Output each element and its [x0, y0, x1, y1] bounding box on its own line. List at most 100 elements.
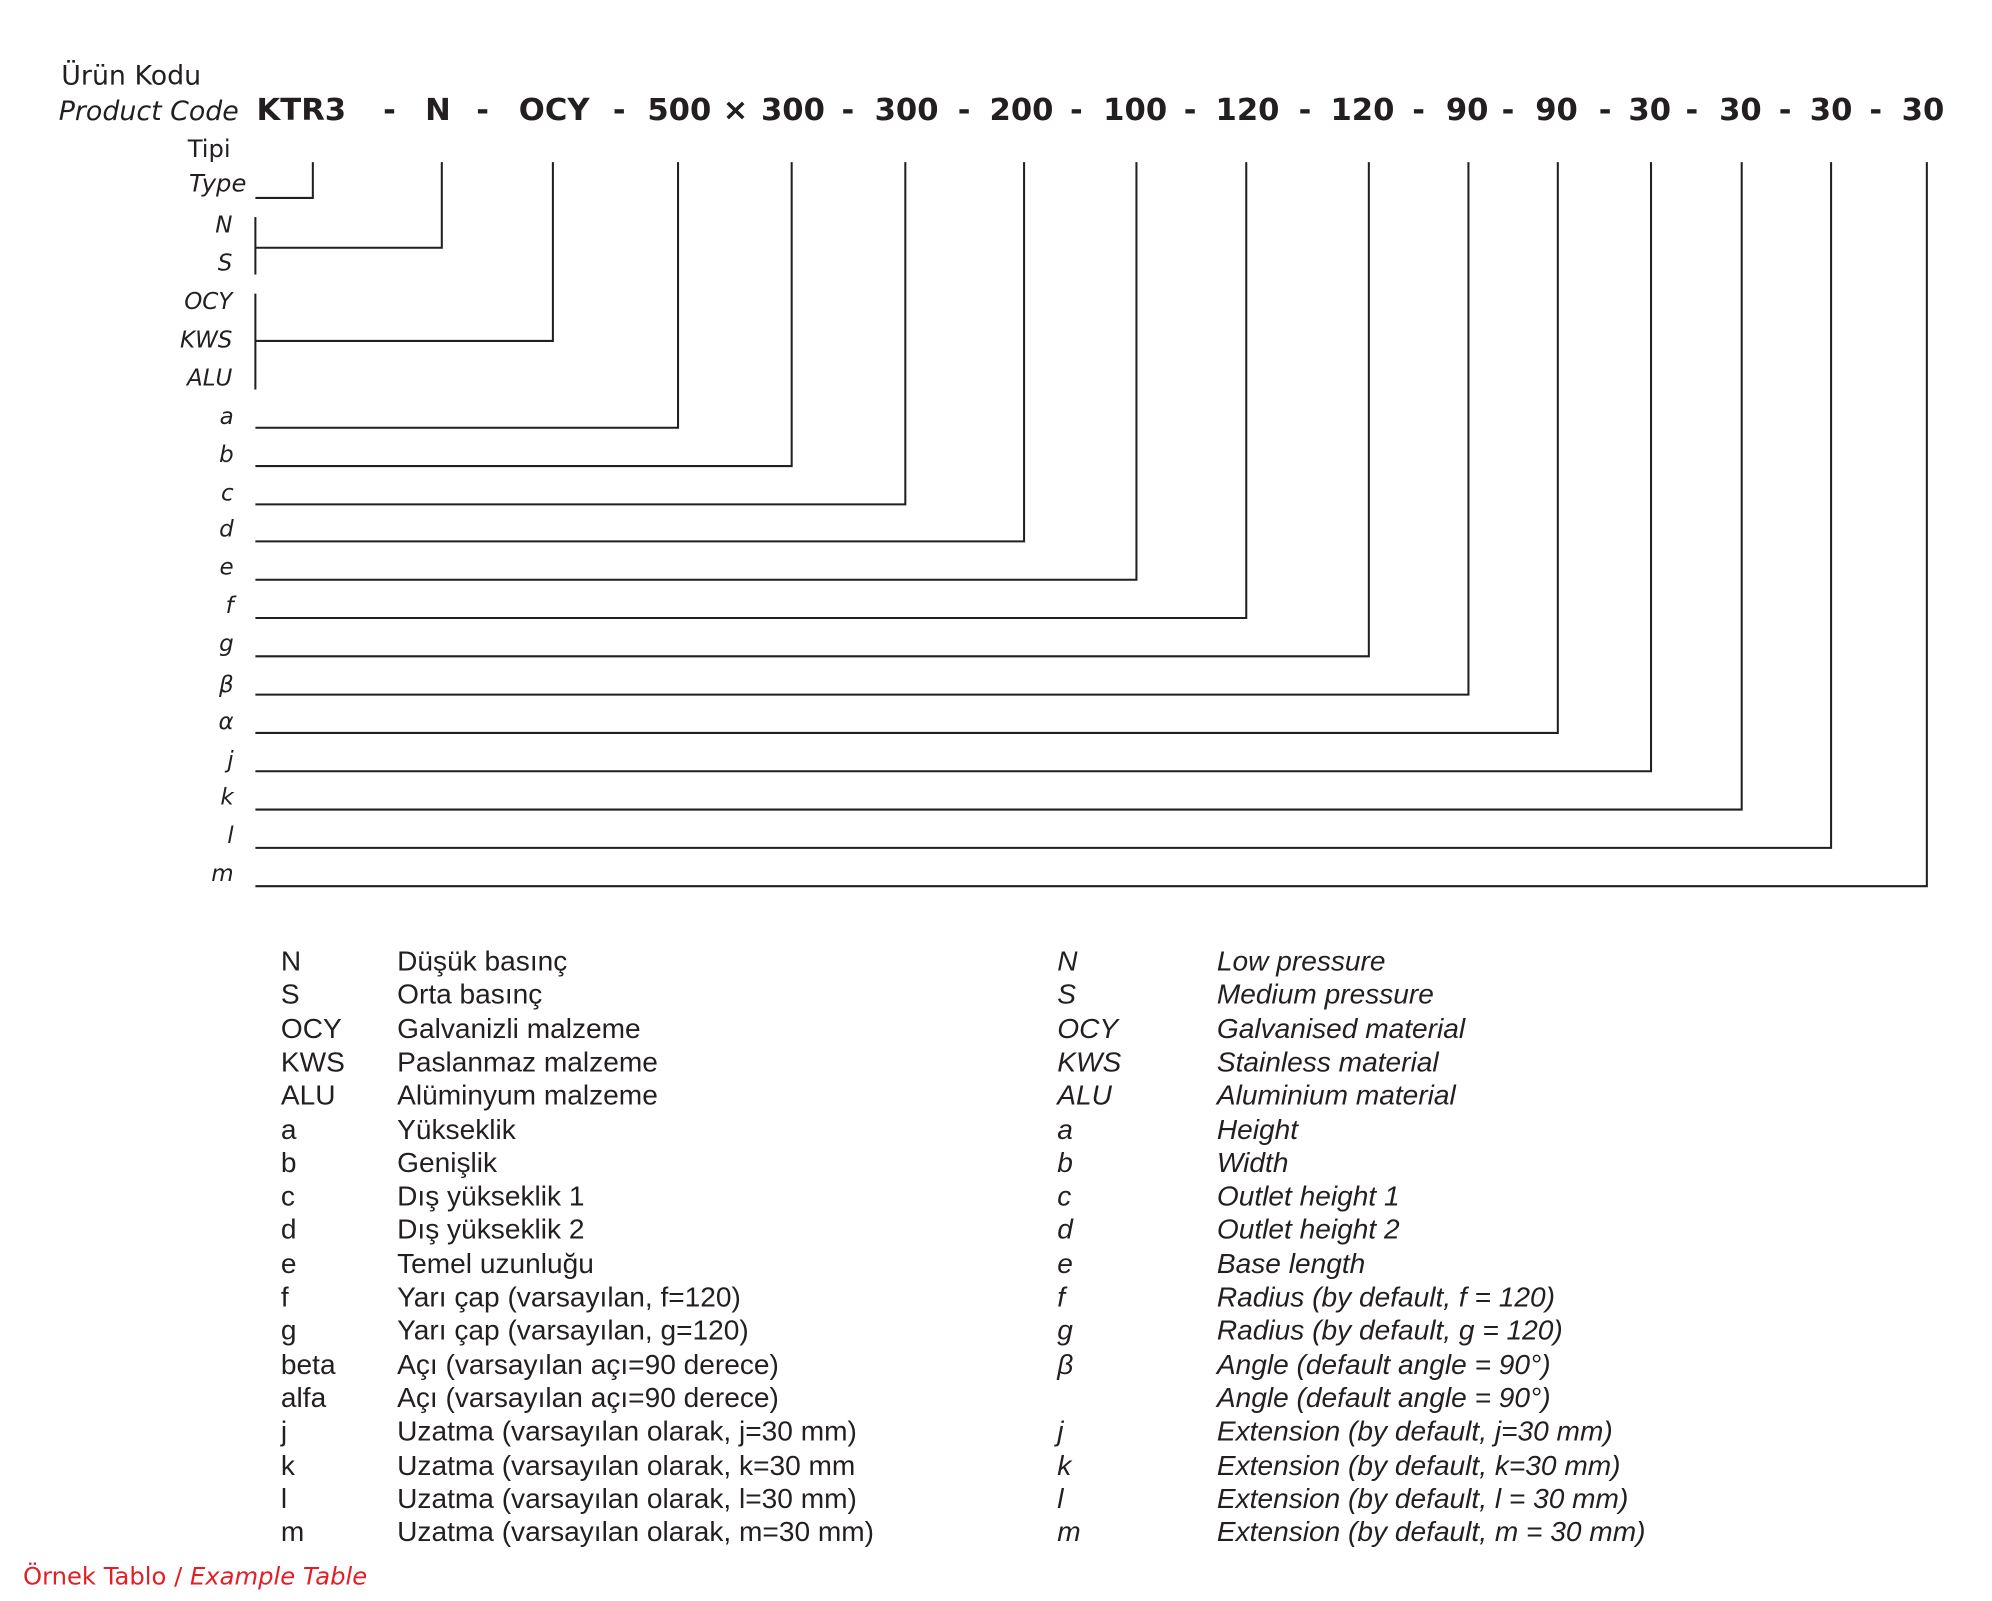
code-separator: - — [612, 91, 626, 128]
legend-code-en: l — [1057, 1482, 1064, 1515]
code-separator: - — [1298, 91, 1312, 128]
connector-dimension — [255, 162, 1248, 620]
diagram-label: d — [219, 515, 234, 543]
legend-en: Low pressure — [1216, 944, 1386, 977]
legend-tr: Açı (varsayılan açı=90 derece) — [397, 1347, 779, 1380]
legend-en: Aluminium material — [1216, 1079, 1456, 1112]
connector-dimension — [255, 162, 1370, 658]
code-separator: - — [1869, 91, 1883, 128]
code-token: 30 — [1719, 91, 1762, 128]
footer-tr: Örnek Tablo — [22, 1562, 167, 1592]
legend-tr: Uzatma (varsayılan olarak, j=30 mm) — [397, 1415, 857, 1447]
legend-tr: Paslanmaz malzeme — [397, 1045, 658, 1078]
legend-code: beta — [280, 1347, 336, 1380]
legend-en: Stainless material — [1216, 1045, 1439, 1078]
legend-tr: Uzatma (varsayılan olarak, l=30 mm) — [397, 1482, 857, 1515]
legend-tr: Yarı çap (varsayılan, g=120) — [397, 1314, 749, 1347]
legend-code: d — [280, 1213, 297, 1246]
diagram-label: f — [225, 592, 234, 620]
legend-code: c — [280, 1179, 295, 1212]
legend-code-en: j — [1057, 1415, 1064, 1447]
legend-code: k — [280, 1448, 295, 1481]
legend-tr: Uzatma (varsayılan olarak, k=30 mm — [397, 1448, 856, 1481]
type-connector — [255, 162, 314, 199]
code-token: KTR3 — [256, 91, 347, 128]
legend-code: a — [280, 1112, 297, 1145]
code-separator: - — [1070, 91, 1083, 128]
legend-tr: Düşük basınç — [397, 944, 568, 977]
legend-en: Extension (by default, k=30 mm) — [1216, 1448, 1621, 1481]
connector-dimension — [255, 162, 793, 468]
legend-tr: Dış yükseklik 1 — [397, 1179, 585, 1212]
legend-en: Height — [1216, 1112, 1299, 1145]
legend-en: Extension (by default, j=30 mm) — [1216, 1415, 1613, 1447]
legend-en: Angle (default angle = 90°) — [1216, 1381, 1551, 1414]
code-separator: - — [1778, 91, 1792, 128]
legend-en: Radius (by default, g = 120) — [1216, 1314, 1563, 1347]
legend-tr: Temel uzunluğu — [397, 1247, 594, 1280]
code-separator: - — [1685, 91, 1699, 128]
legend-code: f — [280, 1280, 289, 1313]
type-label-en: Type — [188, 169, 247, 198]
legend-code: l — [280, 1482, 288, 1515]
legend-tr: Galvanizli malzeme — [397, 1012, 641, 1044]
code-token: 30 — [1628, 91, 1672, 128]
legend-code: j — [280, 1415, 288, 1447]
legend-code-en: e — [1057, 1247, 1073, 1280]
diagram-label: α — [218, 708, 234, 736]
connector-material — [255, 162, 554, 342]
legend-code-en: β — [1057, 1347, 1074, 1380]
legend-en: Outlet height 2 — [1216, 1213, 1400, 1246]
diagram-label: b — [219, 441, 234, 469]
diagram-label: e — [219, 554, 234, 581]
code-token: 90 — [1445, 91, 1489, 128]
legend-code-en: KWS — [1057, 1045, 1122, 1078]
code-token: 30 — [1809, 91, 1853, 128]
type-label-tr: Tipi — [187, 135, 231, 164]
legend-tr: Orta basınç — [397, 978, 543, 1011]
connector-dimension — [255, 162, 1138, 581]
connector-dimension — [255, 162, 1559, 734]
legend-en: Extension (by default, m = 30 mm) — [1216, 1515, 1646, 1548]
code-separator: - — [841, 91, 855, 128]
legend-code: g — [280, 1314, 297, 1347]
legend-en: Medium pressure — [1216, 978, 1434, 1011]
legend-code: OCY — [280, 1012, 342, 1044]
footer-sep: / — [166, 1562, 190, 1592]
legend-en: Galvanised material — [1216, 1012, 1466, 1044]
code-token: 120 — [1330, 91, 1395, 128]
diagram-label: a — [219, 403, 234, 431]
footer-en: Example Table — [189, 1562, 368, 1592]
code-token: 90 — [1535, 91, 1578, 128]
footer-caption: Örnek Tablo / Example Table — [23, 1565, 367, 1589]
legend-code-en: m — [1057, 1515, 1081, 1548]
legend-code: S — [280, 978, 300, 1011]
legend-code-en: d — [1057, 1213, 1073, 1246]
connector-dimension — [255, 162, 680, 429]
code-token: 300 — [760, 91, 825, 128]
diagram-label: l — [227, 822, 234, 850]
diagram-label: β — [218, 671, 234, 699]
legend-tr: Yükseklik — [397, 1112, 516, 1145]
legend-en: Angle (default angle = 90°) — [1216, 1347, 1551, 1380]
legend-en: Radius (by default, f = 120) — [1216, 1280, 1555, 1313]
connector-dimension — [255, 162, 1026, 543]
legend-code-en: g — [1057, 1314, 1073, 1347]
legend-code-en: f — [1057, 1280, 1066, 1313]
legend-tr: Genişlik — [397, 1146, 498, 1179]
diagram-label: N — [215, 211, 233, 239]
code-token: 30 — [1901, 91, 1945, 128]
legend-code-en: k — [1057, 1448, 1072, 1481]
diagram-label: S — [217, 250, 233, 278]
code-token: N — [425, 91, 451, 128]
connector-dimension — [255, 162, 907, 506]
legend-tr: Açı (varsayılan açı=90 derece) — [397, 1381, 779, 1414]
legend-code-en: OCY — [1057, 1012, 1119, 1044]
diagram-label: KWS — [180, 326, 233, 354]
diagram-label: j — [227, 746, 234, 774]
code-separator: - — [1412, 91, 1426, 128]
header-label-en: Product Code — [58, 95, 239, 127]
code-separator: - — [1183, 91, 1197, 128]
diagram-label: g — [219, 630, 234, 658]
